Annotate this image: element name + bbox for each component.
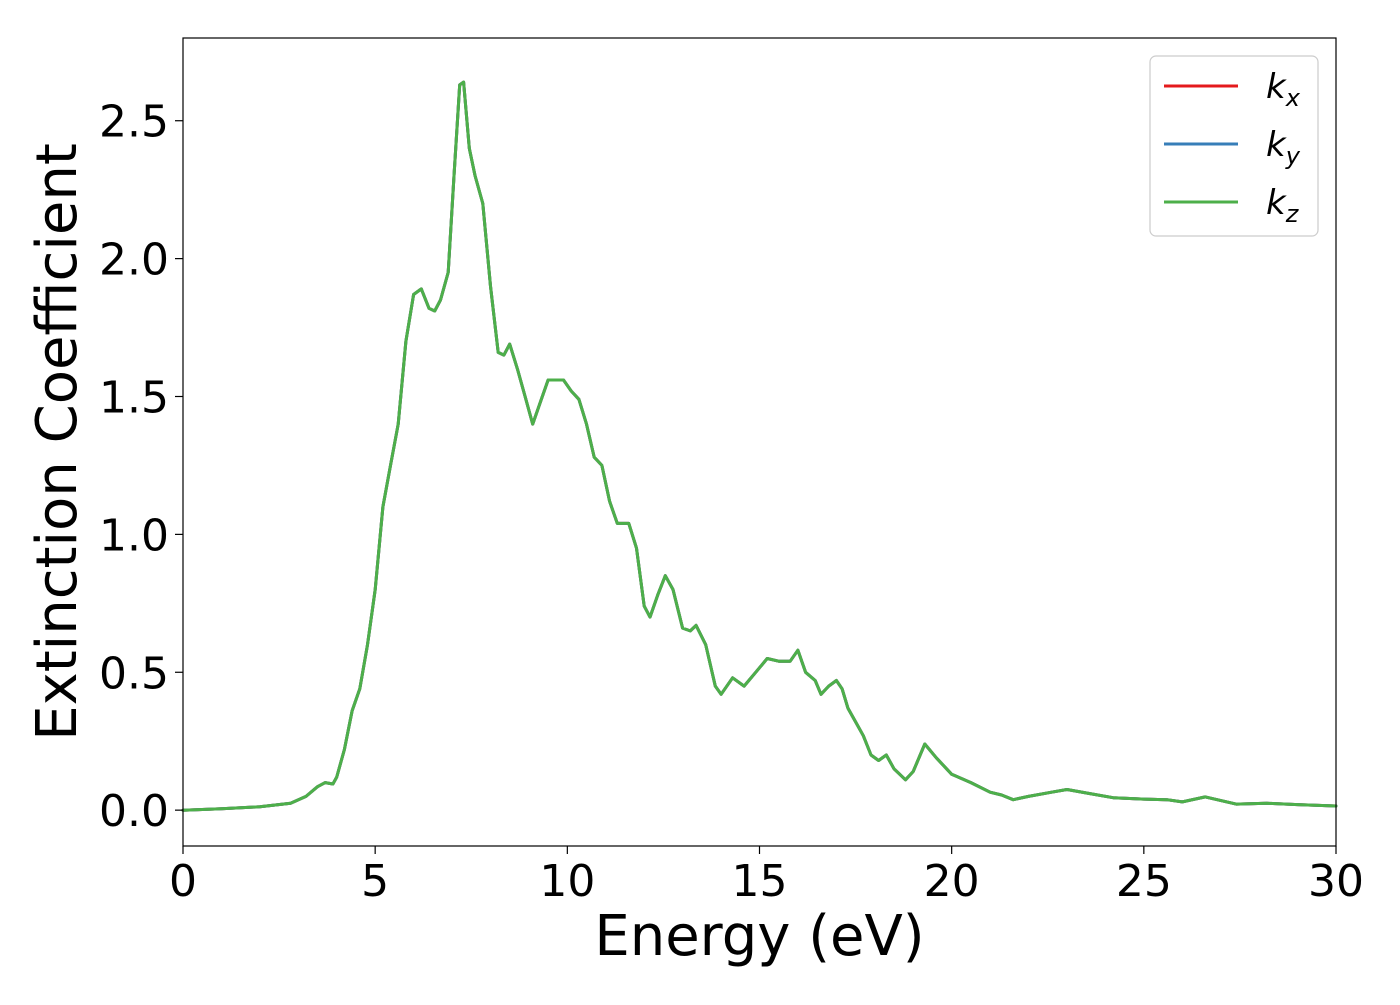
series-line-z: [181, 80, 1338, 812]
x-tick-label: 30: [1308, 856, 1364, 907]
y-tick-label: 1.5: [99, 372, 169, 423]
y-tick-label: 2.0: [99, 235, 169, 286]
x-tick-label: 20: [924, 856, 980, 907]
y-tick-label: 0.5: [99, 648, 169, 699]
y-tick-label: 2.5: [99, 97, 169, 148]
x-tick-label: 0: [169, 856, 197, 907]
x-tick-label: 5: [361, 856, 389, 907]
x-tick-label: 15: [732, 856, 788, 907]
legend-label-z: kz: [1266, 183, 1300, 228]
x-axis-ticks: 0 5 10 15 20 25 30: [169, 846, 1364, 907]
legend: kx ky kz: [1149, 55, 1319, 237]
legend-box: [1149, 55, 1319, 237]
legend-items: kx ky kz: [1164, 67, 1301, 228]
x-axis-title: Energy (eV): [594, 904, 924, 969]
y-axis-ticks: 0.0 0.5 1.0 1.5 2.0 2.5: [99, 97, 183, 837]
legend-label-x: kx: [1266, 67, 1301, 112]
x-tick-label: 10: [539, 856, 595, 907]
x-tick-label: 25: [1116, 856, 1172, 907]
y-tick-label: 1.0: [99, 510, 169, 561]
y-tick-label: 0.0: [99, 786, 169, 837]
y-axis-title: Extinction Coefficient: [25, 143, 90, 741]
series-layer: [181, 80, 1338, 812]
legend-label-y: ky: [1266, 125, 1301, 170]
